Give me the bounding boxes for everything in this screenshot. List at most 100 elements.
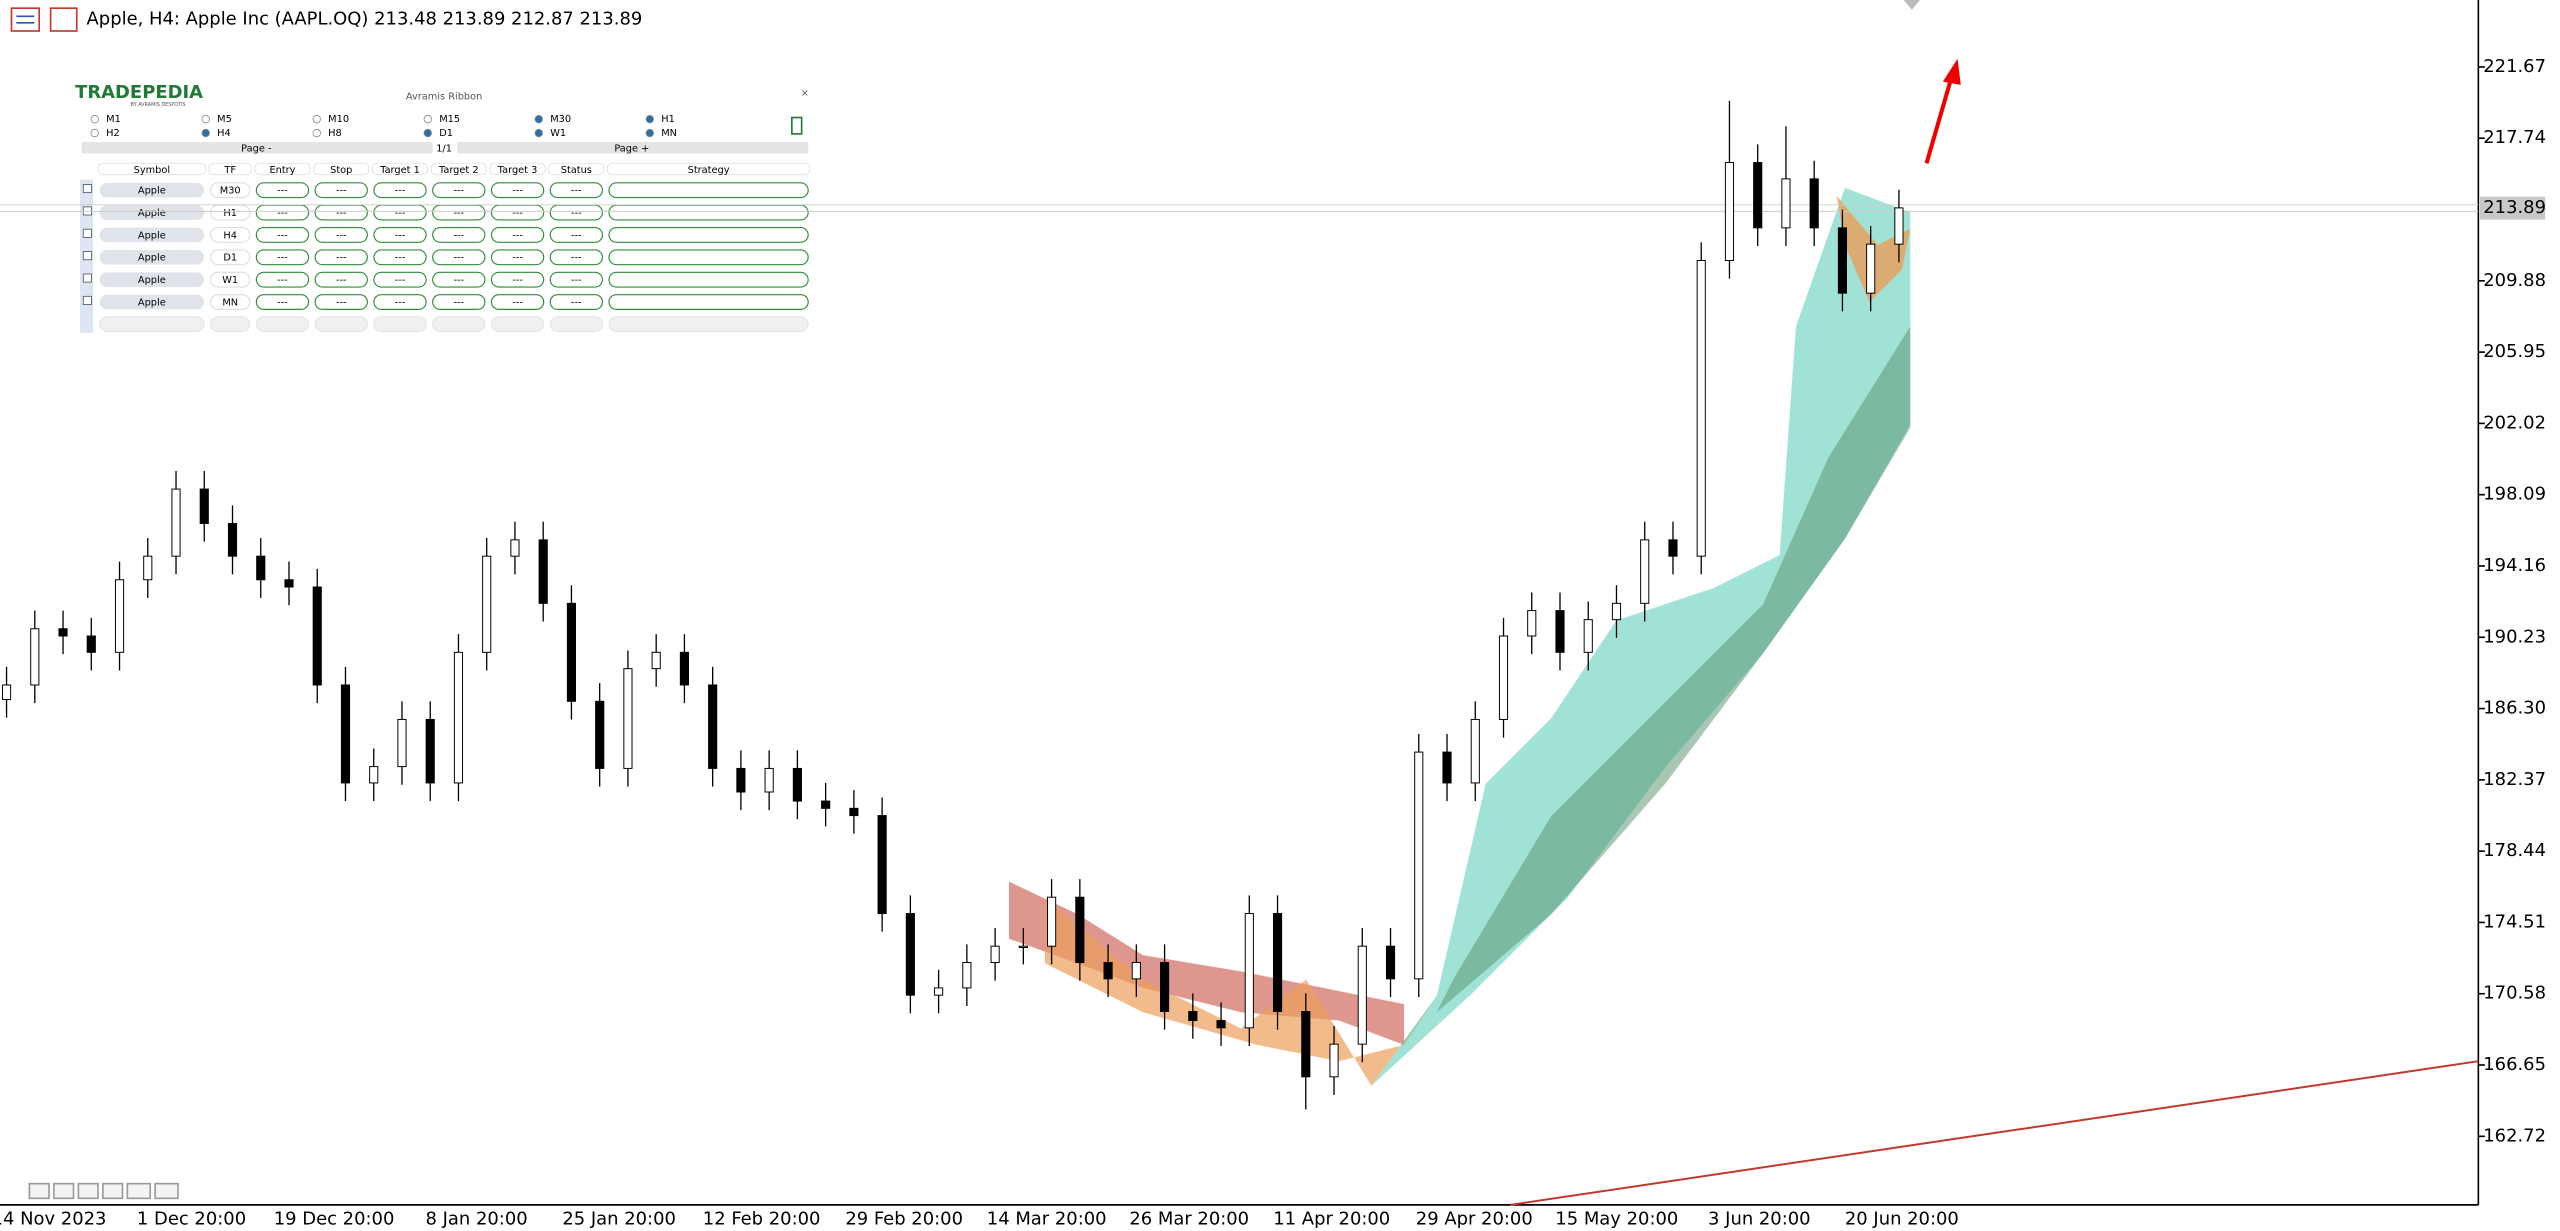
- table-cell[interactable]: [608, 271, 809, 288]
- candle-body: [86, 635, 96, 653]
- candle-body: [397, 718, 407, 768]
- table-cell[interactable]: [373, 182, 427, 199]
- candle-body: [227, 523, 238, 557]
- table-cell[interactable]: [255, 227, 310, 243]
- table-cell[interactable]: [490, 294, 545, 310]
- table-cell[interactable]: [432, 227, 486, 243]
- candle-body: [1160, 962, 1170, 1012]
- timeframe-radio[interactable]: [90, 128, 99, 138]
- nav-button[interactable]: [28, 1182, 50, 1200]
- table-header-cell: [371, 162, 429, 176]
- table-header-label: Symbol: [134, 165, 170, 176]
- timeframe-radio[interactable]: [534, 115, 543, 124]
- table-cell[interactable]: [490, 249, 545, 266]
- table-cell[interactable]: [314, 182, 368, 199]
- table-cell[interactable]: [608, 294, 809, 310]
- timeframe-radio[interactable]: [90, 115, 99, 124]
- timeframe-radio[interactable]: [201, 128, 210, 138]
- table-cell[interactable]: [549, 227, 604, 243]
- table-cell[interactable]: [255, 271, 310, 288]
- ribbon-orange: [1044, 897, 1437, 1086]
- candle-body: [58, 628, 68, 637]
- table-cell-text: Apple: [138, 230, 166, 241]
- timeframe-label: MN: [661, 128, 677, 139]
- table-cell[interactable]: [373, 227, 427, 243]
- table-cell[interactable]: [549, 294, 604, 310]
- page-prev-button[interactable]: [81, 142, 433, 154]
- timeframe-radio[interactable]: [312, 115, 321, 124]
- window-title: Apple, H4: Apple Inc (AAPL.OQ) 213.48 21…: [87, 9, 643, 30]
- nav-button[interactable]: [77, 1182, 99, 1200]
- x-tick-label: 14 Nov 2023: [0, 1209, 106, 1230]
- nav-button[interactable]: [126, 1182, 152, 1200]
- table-cell[interactable]: [373, 294, 427, 310]
- table-cell: [210, 294, 251, 310]
- table-cell[interactable]: [314, 249, 368, 266]
- table-header-cell: [97, 162, 207, 176]
- timeframe-radio[interactable]: [423, 115, 432, 124]
- timeframe-label: M15: [439, 114, 460, 125]
- nav-button[interactable]: [102, 1182, 124, 1200]
- timeframe-radio[interactable]: [534, 128, 543, 138]
- table-cell[interactable]: [608, 227, 809, 243]
- table-cell[interactable]: [432, 294, 486, 310]
- timeframe-radio[interactable]: [645, 128, 654, 138]
- table-cell: [210, 227, 251, 243]
- table-cell-text: Apple: [138, 253, 166, 264]
- timeframe-radio[interactable]: [312, 128, 321, 138]
- x-tick-label: 14 Mar 20:00: [987, 1209, 1107, 1230]
- timeframe-radio[interactable]: [423, 128, 432, 138]
- candle-body: [1894, 207, 1904, 245]
- table-cell-text: ---: [395, 275, 406, 286]
- table-cell[interactable]: [255, 249, 310, 266]
- table-cell[interactable]: [432, 249, 486, 266]
- table-cell[interactable]: [432, 271, 486, 288]
- window-icon[interactable]: [10, 7, 41, 32]
- table-cell[interactable]: [490, 227, 545, 243]
- table-cell[interactable]: [490, 271, 545, 288]
- timeframe-label: H2: [106, 128, 120, 139]
- page-next-button[interactable]: [457, 142, 809, 154]
- row-handle[interactable]: [82, 251, 92, 261]
- nav-button[interactable]: [53, 1182, 75, 1200]
- table-cell[interactable]: [608, 182, 809, 199]
- table-cell[interactable]: [373, 271, 427, 288]
- candle-body: [1272, 913, 1283, 1012]
- table-cell[interactable]: [490, 182, 545, 199]
- candle-body: [1188, 1011, 1198, 1022]
- table-cell-text: H1: [223, 208, 237, 219]
- timeframe-label: M30: [550, 114, 571, 125]
- row-handle[interactable]: [82, 273, 92, 283]
- chart-icon[interactable]: [49, 7, 78, 32]
- table-cell-text: ---: [571, 297, 582, 308]
- y-tick-label: 221.67: [2483, 56, 2546, 77]
- table-cell[interactable]: [314, 227, 368, 243]
- row-handle[interactable]: [82, 228, 92, 238]
- nav-button[interactable]: [154, 1182, 179, 1200]
- table-cell[interactable]: [314, 271, 368, 288]
- table-cell[interactable]: [608, 249, 809, 266]
- timeframe-radio[interactable]: [201, 115, 210, 124]
- table-cell[interactable]: [255, 294, 310, 310]
- arrow-shaft: [1924, 72, 1955, 164]
- candle-body: [114, 579, 125, 653]
- candle-body: [1837, 227, 1848, 294]
- table-cell-text: M30: [220, 186, 241, 197]
- table-cell[interactable]: [314, 294, 368, 310]
- table-header-cell: [208, 162, 252, 176]
- panel-close[interactable]: ×: [801, 88, 809, 99]
- table-cell: [99, 249, 205, 265]
- row-handle[interactable]: [82, 295, 92, 305]
- row-handle[interactable]: [82, 184, 92, 194]
- table-cell[interactable]: [549, 182, 604, 199]
- timeframe-radio[interactable]: [645, 115, 654, 124]
- table-empty-cell: [99, 316, 205, 332]
- table-cell[interactable]: [549, 249, 604, 266]
- table-cell[interactable]: [255, 182, 310, 199]
- table-cell[interactable]: [608, 204, 809, 221]
- table-cell[interactable]: [373, 249, 427, 266]
- table-cell[interactable]: [549, 271, 604, 288]
- table-cell-text: D1: [223, 253, 237, 264]
- table-cell-text: Apple: [138, 208, 166, 219]
- table-cell[interactable]: [432, 182, 486, 199]
